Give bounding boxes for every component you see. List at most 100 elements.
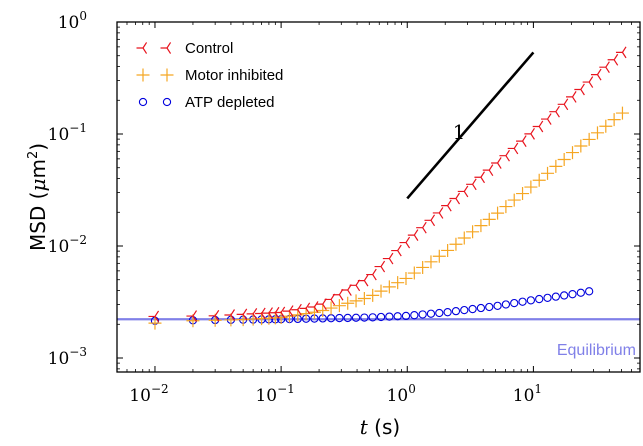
x-axis-label-var: t bbox=[360, 415, 369, 439]
x-tick-label: 100 bbox=[387, 382, 416, 406]
data-point bbox=[246, 308, 258, 320]
data-point bbox=[410, 311, 419, 320]
data-point bbox=[557, 98, 569, 111]
data-point bbox=[432, 249, 446, 263]
legend-marker bbox=[138, 97, 148, 107]
x-tick-label: 101 bbox=[513, 382, 542, 406]
data-point bbox=[560, 291, 569, 300]
data-point bbox=[615, 46, 627, 59]
data-point bbox=[507, 193, 521, 207]
data-point bbox=[524, 127, 535, 140]
legend-entry: ATP depleted bbox=[138, 94, 275, 111]
equilibrium-label: Equilibrium bbox=[557, 342, 636, 359]
data-point bbox=[549, 105, 560, 118]
data-point bbox=[466, 225, 480, 239]
data-point bbox=[476, 303, 486, 313]
axes-frame bbox=[116, 21, 641, 373]
data-point bbox=[274, 306, 286, 319]
data-point bbox=[324, 301, 338, 315]
data-point bbox=[224, 309, 235, 321]
legend-marker bbox=[136, 68, 150, 82]
data-point bbox=[532, 120, 544, 133]
data-point bbox=[457, 231, 471, 245]
slope-guide-label: 1 bbox=[453, 120, 466, 144]
data-point bbox=[482, 164, 494, 176]
legend-marker bbox=[160, 68, 174, 82]
data-point bbox=[491, 157, 502, 169]
data-point bbox=[376, 312, 386, 322]
data-point bbox=[407, 266, 421, 280]
slope-guide-line bbox=[406, 51, 535, 200]
data-point bbox=[585, 287, 594, 296]
data-point bbox=[399, 236, 411, 249]
data-point bbox=[574, 139, 588, 153]
data-point bbox=[424, 255, 438, 269]
data-point bbox=[357, 274, 369, 287]
data-point bbox=[474, 171, 486, 184]
data-point bbox=[491, 206, 505, 220]
legend-label: Control bbox=[185, 40, 233, 57]
data-point bbox=[236, 308, 248, 321]
y-axis-label-close: ) bbox=[26, 143, 50, 151]
data-point bbox=[493, 301, 502, 311]
x-axis-label: t (s) bbox=[360, 415, 400, 439]
legend-entry: Motor inhibited bbox=[136, 67, 283, 84]
data-point bbox=[341, 284, 352, 296]
series-motor-inhibited bbox=[148, 106, 629, 330]
data-point bbox=[590, 126, 604, 140]
data-point bbox=[324, 293, 336, 306]
data-point bbox=[516, 187, 530, 201]
data-point bbox=[449, 237, 463, 251]
data-point bbox=[186, 310, 198, 322]
y-tick-label: 10−2 bbox=[48, 233, 87, 257]
data-point bbox=[148, 316, 162, 330]
data-point bbox=[366, 268, 377, 281]
data-point bbox=[599, 119, 613, 133]
data-point bbox=[208, 309, 220, 322]
data-point bbox=[557, 152, 571, 166]
data-point bbox=[349, 294, 363, 308]
data-point bbox=[316, 303, 330, 317]
data-point bbox=[485, 302, 494, 312]
data-point bbox=[418, 310, 427, 319]
data-point bbox=[566, 91, 577, 103]
data-point bbox=[460, 305, 469, 315]
data-point bbox=[368, 313, 377, 322]
data-point bbox=[532, 173, 546, 187]
data-point bbox=[382, 252, 394, 265]
y-tick-label: 10−3 bbox=[48, 345, 87, 369]
y-tick-label: 100 bbox=[58, 9, 87, 33]
data-point bbox=[148, 310, 160, 323]
data-point bbox=[449, 192, 461, 205]
data-point bbox=[526, 296, 536, 305]
data-point bbox=[551, 292, 561, 301]
data-point bbox=[582, 76, 594, 88]
data-point bbox=[391, 244, 402, 257]
data-point bbox=[466, 178, 477, 191]
data-point bbox=[416, 260, 430, 274]
data-point bbox=[518, 297, 527, 306]
data-point bbox=[332, 299, 346, 313]
data-point bbox=[543, 293, 552, 303]
data-point bbox=[576, 288, 585, 297]
data-point bbox=[407, 229, 419, 241]
data-point bbox=[582, 132, 596, 146]
data-point bbox=[441, 199, 452, 212]
data-point bbox=[416, 221, 427, 234]
data-point bbox=[574, 83, 585, 96]
data-point bbox=[255, 307, 266, 320]
data-point bbox=[268, 306, 280, 319]
data-point bbox=[568, 290, 577, 299]
data-point bbox=[549, 159, 563, 173]
data-point bbox=[282, 305, 294, 317]
data-point bbox=[374, 260, 386, 273]
data-point bbox=[426, 309, 436, 318]
legend: Control Motor inhibited ATP depleted bbox=[136, 40, 283, 111]
data-point bbox=[457, 185, 469, 198]
data-point bbox=[468, 304, 477, 314]
y-axis-label-unit: m bbox=[26, 159, 50, 178]
x-axis-label-unit: (s) bbox=[368, 415, 400, 439]
y-axis-label-text: MSD ( bbox=[26, 192, 50, 252]
data-point bbox=[474, 219, 488, 233]
data-point bbox=[332, 288, 344, 301]
